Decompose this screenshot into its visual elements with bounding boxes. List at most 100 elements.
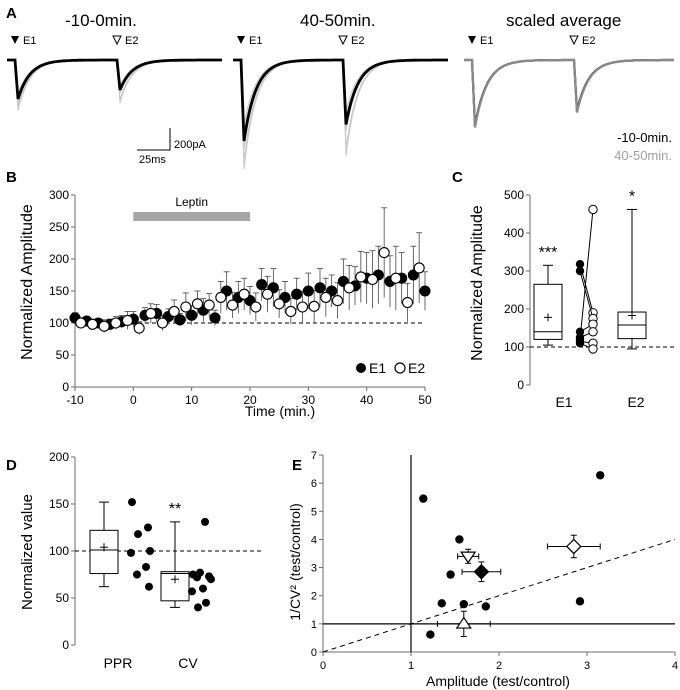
tick-label: 100 xyxy=(49,316,69,330)
data-point xyxy=(142,562,150,571)
point-e1 xyxy=(256,279,268,291)
point-e2 xyxy=(145,307,157,319)
tick-label: 200 xyxy=(49,450,69,464)
stim-label-e1: E1 xyxy=(249,35,262,47)
point-e2 xyxy=(133,322,145,334)
data-point xyxy=(128,498,136,507)
data-point xyxy=(596,471,605,480)
category-label-cv: CV xyxy=(178,655,198,671)
point-e2 xyxy=(273,298,285,310)
tick-label: 500 xyxy=(504,188,524,202)
panel-letter-e: E xyxy=(292,457,302,474)
points-cv xyxy=(188,517,215,612)
data-point xyxy=(459,599,468,609)
point-e1 xyxy=(186,309,198,321)
box xyxy=(533,283,563,340)
tick-label: 1 xyxy=(408,660,414,672)
data-point xyxy=(134,530,142,539)
axis-x-b: -10 0 10 20 30 40 50 xyxy=(66,386,432,407)
axis-title-y-b: Normalized Amplitude xyxy=(19,204,36,360)
data-point xyxy=(145,582,153,591)
stim-label-e2: E2 xyxy=(351,35,364,47)
point-e1 xyxy=(302,285,314,297)
panel-letter-a: A xyxy=(6,5,17,22)
tick-label: 7 xyxy=(311,450,317,462)
tick-label: 300 xyxy=(49,188,69,202)
stim-marker-filled xyxy=(11,36,19,44)
stim-marker-filled xyxy=(237,36,245,44)
axis-y-c: 0 100 200 300 400 500 xyxy=(504,188,531,392)
tick-label: 100 xyxy=(49,544,69,558)
data-point xyxy=(188,587,196,596)
data-point xyxy=(199,584,207,593)
point-e2 xyxy=(401,296,414,309)
legend-a-control: -10-0min. xyxy=(617,130,672,145)
tick-label: 10 xyxy=(185,393,199,407)
trace-single xyxy=(233,59,448,125)
tick-label: 20 xyxy=(243,393,257,407)
point-e1 xyxy=(575,266,585,276)
box xyxy=(89,529,119,575)
stim-label-e2: E2 xyxy=(582,35,595,47)
box-ppr xyxy=(89,501,119,588)
axis-title-x-b: Time (min.) xyxy=(245,403,315,419)
stim-marker-open xyxy=(112,35,122,46)
point-e1 xyxy=(407,269,419,281)
legend-marker-e1 xyxy=(356,363,366,373)
box-cv xyxy=(160,521,190,608)
summary-marker xyxy=(565,538,582,555)
axis-title-y-c: Normalized Amplitude xyxy=(469,205,486,361)
data-point xyxy=(426,630,435,639)
tick-label: 0 xyxy=(62,380,69,394)
point-e2 xyxy=(378,247,390,259)
points-ppr xyxy=(127,498,154,591)
point-e2 xyxy=(366,273,379,286)
tick-label: 40 xyxy=(360,393,374,407)
tick-label: 2 xyxy=(311,591,317,603)
trace-scaled-grey xyxy=(464,58,674,128)
axis-x-e: 0 1 2 3 4 xyxy=(320,651,678,672)
tick-label: 400 xyxy=(504,226,524,240)
data-point xyxy=(437,599,446,608)
trace-single xyxy=(7,59,222,94)
tick-label: 300 xyxy=(504,264,524,278)
panel-a: A -10-0min. 40-50min. scaled average E1 … xyxy=(6,5,674,170)
data-point xyxy=(146,547,154,555)
tick-label: 150 xyxy=(49,497,69,511)
tick-label: 50 xyxy=(56,591,70,605)
data-point xyxy=(201,517,209,526)
point-e1 xyxy=(314,282,326,294)
tick-label: 0 xyxy=(130,393,137,407)
legend-label-e1: E1 xyxy=(369,360,386,376)
category-label-e2: E2 xyxy=(627,394,644,410)
stim-label-e2: E2 xyxy=(125,35,138,47)
panel-d: D 0 50 100 150 200 ** PPR CV Normalized valu… xyxy=(6,450,262,671)
point-e2 xyxy=(308,300,320,312)
point-e2 xyxy=(98,320,110,332)
point-e2 xyxy=(296,301,309,313)
tick-label: 4 xyxy=(311,534,317,546)
category-label-ppr: PPR xyxy=(104,655,133,671)
panel-letter-b: B xyxy=(6,169,17,186)
tick-label: 0 xyxy=(517,378,524,392)
stim-marker-filled xyxy=(468,36,476,44)
point-e2 xyxy=(355,271,367,283)
point-e2 xyxy=(215,291,227,303)
point-e2 xyxy=(86,318,99,330)
traces-light-2 xyxy=(233,59,448,170)
data-point xyxy=(455,535,464,544)
point-e2 xyxy=(588,344,598,354)
tick-label: 50 xyxy=(418,393,432,407)
point-e2 xyxy=(110,317,122,329)
point-e1 xyxy=(291,288,303,300)
data-point xyxy=(193,573,201,582)
point-e2 xyxy=(285,305,297,318)
panel-letter-c: C xyxy=(452,169,463,186)
leptin-bar xyxy=(133,212,250,221)
scale-bar xyxy=(137,128,171,151)
panel-e: E 0 1 2 3 4 5 6 7 0 1 2 3 4 1/CV² (test/control) Am… xyxy=(287,450,678,689)
point-e2 xyxy=(226,299,239,311)
pair-line xyxy=(579,270,594,319)
point-e2 xyxy=(343,282,355,294)
